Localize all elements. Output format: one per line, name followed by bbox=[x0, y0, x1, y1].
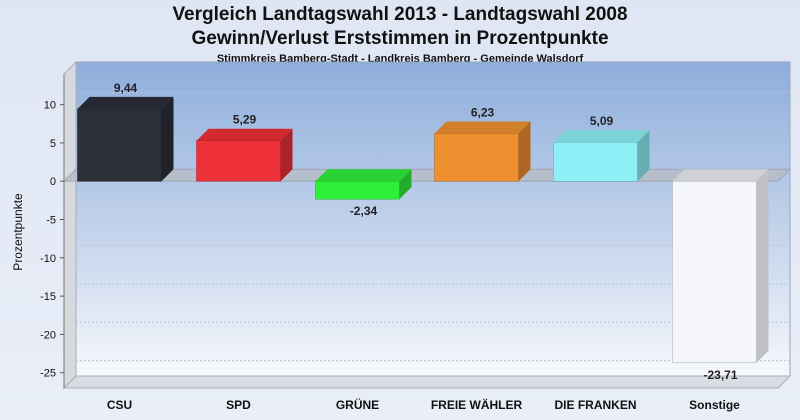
plot-side-wall bbox=[63, 60, 77, 390]
y-tick-label: -25 bbox=[40, 368, 56, 380]
data-label: 5,09 bbox=[590, 114, 614, 128]
bars: 9,44 5,29 -2,34 6,23 5,09 -23,71 bbox=[77, 81, 769, 382]
grid-lines bbox=[76, 92, 790, 362]
x-category-label: Sonstige bbox=[689, 398, 740, 412]
bar-spd: 5,29 bbox=[196, 113, 293, 182]
x-axis-categories: CSU SPD GRÜNE FREIE WÄHLER DIE FRANKEN Sonsti… bbox=[107, 397, 740, 412]
data-label: -2,34 bbox=[350, 204, 378, 218]
bar-top bbox=[315, 169, 412, 182]
data-label: 9,44 bbox=[114, 81, 138, 95]
bar-front bbox=[77, 108, 162, 182]
y-tick-label: -5 bbox=[46, 215, 56, 227]
bar-top bbox=[434, 121, 531, 134]
bar-front bbox=[315, 180, 400, 200]
data-label: 5,29 bbox=[233, 113, 257, 127]
y-tick-label: 5 bbox=[50, 138, 56, 150]
y-tick-label: 10 bbox=[44, 100, 56, 112]
x-category-label: DIE FRANKEN bbox=[554, 398, 636, 412]
y-axis-label: Prozentpunkte bbox=[11, 193, 25, 271]
plot-back-wall bbox=[75, 61, 791, 377]
plot-area bbox=[62, 60, 792, 390]
bar-top bbox=[553, 130, 650, 143]
bar-side bbox=[756, 169, 769, 363]
x-category-label: FREIE WÄHLER bbox=[431, 397, 523, 412]
y-tick-label: -20 bbox=[40, 329, 56, 341]
plot-floor bbox=[62, 375, 792, 389]
chart-title: Vergleich Landtagswahl 2013 - Landtagswa… bbox=[172, 4, 628, 25]
bar-front bbox=[434, 133, 519, 182]
y-tick-label: -15 bbox=[40, 291, 56, 303]
bar-front bbox=[553, 141, 638, 182]
bar-side bbox=[280, 128, 293, 182]
y-tick-label: 0 bbox=[50, 176, 56, 188]
x-category-label: CSU bbox=[107, 398, 132, 412]
x-category-label: GRÜNE bbox=[336, 397, 379, 412]
bar-top bbox=[196, 128, 293, 141]
bar-die-franken: 5,09 bbox=[553, 114, 650, 182]
data-label: 6,23 bbox=[471, 106, 495, 120]
bar-side bbox=[399, 169, 412, 200]
bar-grüne: -2,34 bbox=[315, 169, 412, 218]
chart-subtitle: Gewinn/Verlust Erststimmen in Prozentpun… bbox=[191, 28, 609, 49]
bar-front bbox=[196, 140, 281, 182]
bar-side bbox=[637, 130, 650, 182]
bar-sonstige: -23,71 bbox=[672, 169, 769, 382]
y-tick-label: -10 bbox=[40, 253, 56, 265]
x-category-label: SPD bbox=[226, 398, 251, 412]
bar-top bbox=[672, 169, 769, 182]
bar-front bbox=[672, 180, 757, 364]
bar-freie-wähler: 6,23 bbox=[434, 106, 531, 182]
bar-top bbox=[77, 96, 174, 109]
bar-csu: 9,44 bbox=[77, 81, 174, 182]
bar-side bbox=[161, 96, 174, 182]
y-axis-ticks: 10 5 0 -5 -10 -15 -20 -25 bbox=[40, 74, 65, 388]
bar-side bbox=[518, 121, 531, 182]
data-label: -23,71 bbox=[703, 368, 737, 382]
